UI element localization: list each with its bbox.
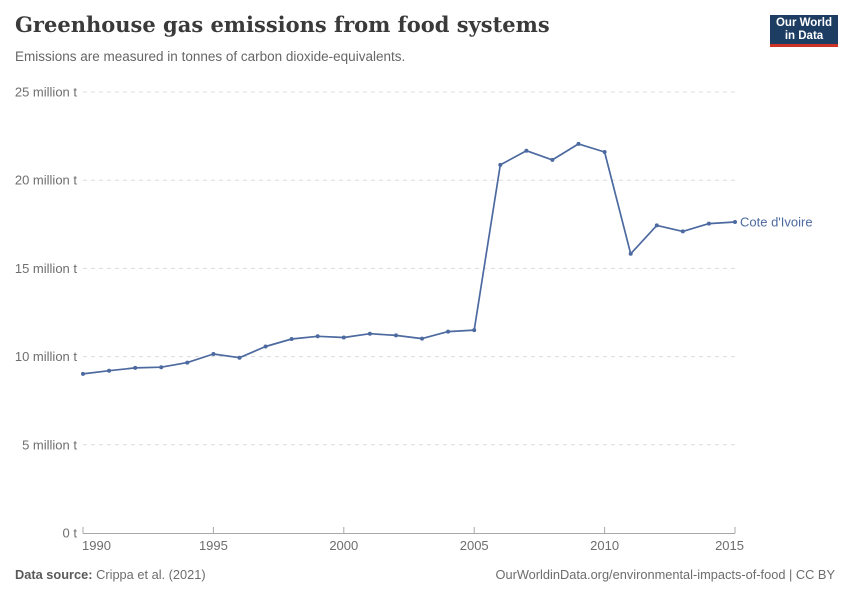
y-tick-label: 5 million t [22,437,77,452]
data-point[interactable] [185,360,190,365]
data-point[interactable] [341,335,346,340]
data-point[interactable] [133,365,138,370]
data-point[interactable] [576,141,581,146]
data-point[interactable] [446,329,451,334]
data-point[interactable] [263,344,268,349]
data-point[interactable] [602,150,607,154]
chart-footer: Data source: Crippa et al. (2021) OurWor… [15,567,835,582]
data-source-value: Crippa et al. (2021) [96,567,206,582]
y-tick-label: 0 t [63,526,78,541]
data-point[interactable] [654,223,659,228]
credit-line: OurWorldinData.org/environmental-impacts… [495,567,836,582]
chart-subtitle: Emissions are measured in tonnes of carb… [15,49,406,64]
x-tick-label: 1990 [82,538,111,553]
logo-line-1: Our World [775,16,832,29]
data-point[interactable] [315,334,320,339]
x-tick-label: 2000 [329,538,358,553]
data-point[interactable] [289,337,294,341]
data-point[interactable] [420,336,424,341]
y-tick-label: 10 million t [15,349,78,364]
series-label[interactable]: Cote d'Ivoire [740,215,813,230]
x-tick-label: 2015 [715,538,744,553]
data-point[interactable] [367,331,372,336]
data-point[interactable] [107,368,112,373]
data-point[interactable] [394,333,398,338]
y-tick-label: 15 million t [15,261,78,276]
y-tick-label: 20 million t [15,173,78,188]
x-tick-label: 2010 [590,538,619,553]
data-point[interactable] [524,148,529,153]
data-point[interactable] [472,328,477,333]
data-point[interactable] [680,229,685,234]
line-chart-plot-area[interactable]: 0 t 5 million t 10 million t 15 million t 20… [0,0,850,560]
data-point[interactable] [498,162,503,167]
series-line[interactable] [82,143,736,375]
data-source-prefix: Data source: [15,567,93,582]
data-point[interactable] [159,365,164,370]
logo-line-2: in Data [784,29,824,42]
data-point[interactable] [706,221,711,226]
x-tick-label: 1995 [199,538,228,553]
data-point[interactable] [733,220,737,224]
data-point[interactable] [628,251,633,256]
data-source: Data source: Crippa et al. (2021) [15,567,206,582]
page-title: Greenhouse gas emissions from food syste… [15,12,550,37]
owid-logo: Our World in Data [770,15,838,47]
data-point[interactable] [550,157,555,162]
data-point[interactable] [81,371,85,376]
data-point[interactable] [237,355,242,360]
x-tick-label: 2005 [460,538,489,553]
data-point[interactable] [211,352,216,356]
y-tick-label: 25 million t [15,85,78,100]
